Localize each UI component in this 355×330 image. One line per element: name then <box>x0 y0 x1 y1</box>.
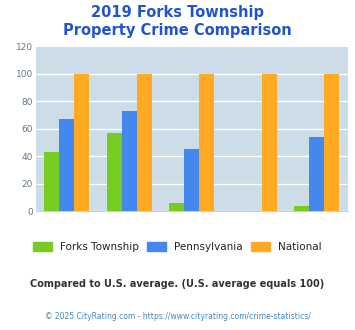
Bar <box>74 74 89 211</box>
Bar <box>122 111 137 211</box>
Bar <box>294 206 309 211</box>
Text: Property Crime Comparison: Property Crime Comparison <box>63 23 292 38</box>
Bar <box>262 74 277 211</box>
Text: 2019 Forks Township: 2019 Forks Township <box>91 5 264 20</box>
Bar <box>199 74 214 211</box>
Bar <box>324 74 339 211</box>
Bar <box>309 137 324 211</box>
Text: Compared to U.S. average. (U.S. average equals 100): Compared to U.S. average. (U.S. average … <box>31 279 324 289</box>
Bar <box>184 149 199 211</box>
Bar <box>107 133 122 211</box>
Text: © 2025 CityRating.com - https://www.cityrating.com/crime-statistics/: © 2025 CityRating.com - https://www.city… <box>45 312 310 321</box>
Bar <box>169 203 184 211</box>
Bar <box>137 74 152 211</box>
Bar <box>44 152 59 211</box>
Bar <box>59 119 74 211</box>
Legend: Forks Township, Pennsylvania, National: Forks Township, Pennsylvania, National <box>29 238 326 256</box>
